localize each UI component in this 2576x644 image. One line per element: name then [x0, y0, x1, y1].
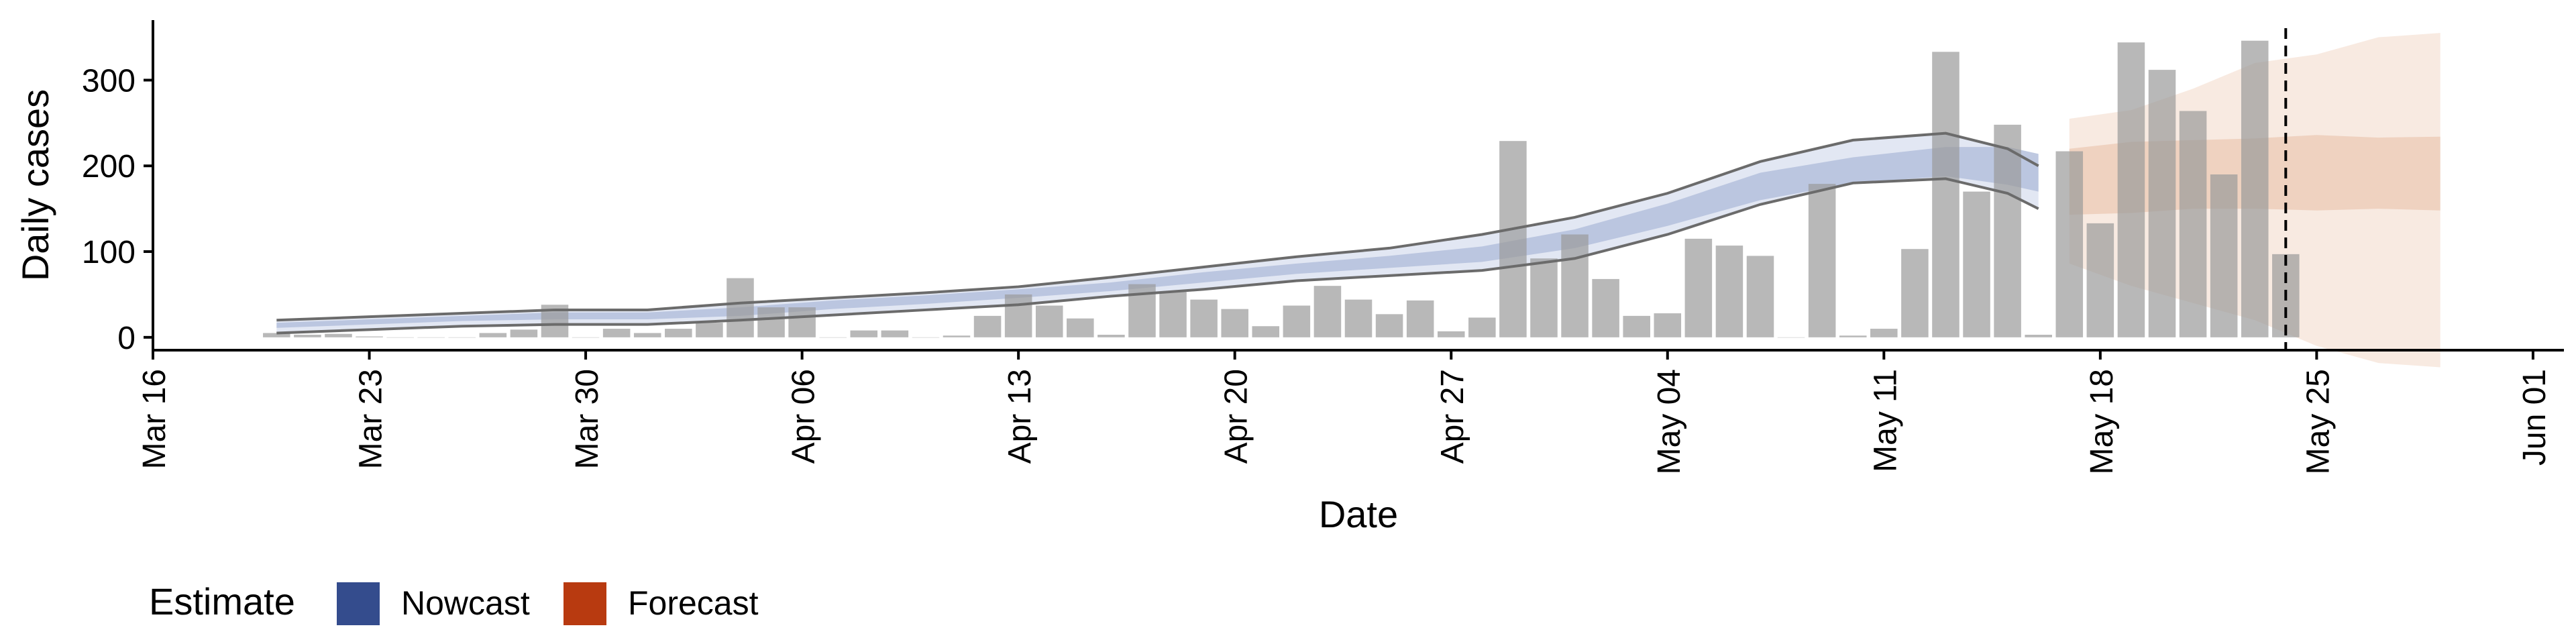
x-axis-title: Date: [1319, 493, 1398, 535]
bar-2020-03-22: [325, 333, 352, 337]
bar-2020-05-08: [1777, 337, 1805, 338]
bar-2020-05-23: [2241, 40, 2269, 337]
legend-swatch-forecast: [564, 582, 606, 625]
bar-2020-05-09: [1808, 184, 1836, 337]
legend-swatch-nowcast: [337, 582, 380, 625]
nowcast-band-50-shape: [276, 147, 2039, 328]
y-axis-title: Daily cases: [14, 89, 56, 281]
x-tick-label: May 04: [1652, 369, 1687, 474]
bar-2020-05-17: [2055, 151, 2084, 337]
bar-2020-04-26: [1406, 300, 1434, 337]
x-tick-label: May 11: [1868, 369, 1903, 472]
bar-2020-04-02: [665, 329, 692, 337]
legend-label-nowcast: Nowcast: [401, 584, 530, 622]
x-tick-label: Apr 06: [786, 369, 822, 464]
bar-2020-05-21: [2179, 111, 2207, 337]
bar-2020-05-22: [2210, 174, 2238, 337]
bar-2020-04-30: [1530, 258, 1558, 337]
bar-2020-03-27: [479, 333, 507, 337]
bar-2020-04-22: [1283, 305, 1311, 337]
bar-2020-04-04: [727, 278, 754, 337]
bar-2020-03-31: [602, 329, 631, 337]
bar-2020-05-01: [1561, 234, 1589, 337]
bar-2020-05-05: [1684, 238, 1713, 337]
bar-2020-04-01: [633, 333, 661, 337]
bar-2020-05-03: [1623, 315, 1650, 337]
bar-2020-05-04: [1654, 313, 1682, 337]
nowcast-band-50: [276, 147, 2039, 328]
bar-2020-05-16: [2025, 334, 2052, 337]
x-axis-ticks: Mar 16 Mar 23 Mar 30 Apr 06 Apr 13 Apr 20 Apr …: [137, 350, 2553, 474]
bar-2020-04-24: [1344, 299, 1373, 337]
bar-2020-04-09: [881, 330, 909, 337]
bar-2020-04-16: [1097, 334, 1125, 337]
bar-2020-05-20: [2148, 70, 2176, 337]
bar-2020-05-07: [1746, 256, 1774, 337]
bar-2020-04-06: [788, 307, 816, 337]
bar-2020-04-08: [850, 330, 878, 337]
bar-2020-04-23: [1313, 286, 1342, 337]
y-tick-label: 200: [82, 149, 136, 184]
bar-2020-05-13: [1932, 52, 1960, 337]
nowcast-upper-line: [276, 131, 2039, 322]
bar-2020-04-28: [1468, 317, 1496, 337]
bar-2020-05-10: [1839, 335, 1867, 337]
x-tick-label: Apr 27: [1435, 369, 1470, 464]
bar-2020-03-26: [448, 337, 476, 338]
bar-2020-03-21: [294, 334, 321, 337]
bar-2020-04-25: [1375, 314, 1403, 337]
x-tick-label: Mar 30: [570, 369, 605, 469]
bar-2020-03-25: [417, 337, 445, 338]
nowcast-lower-line: [276, 177, 2039, 335]
x-tick-label: Mar 23: [354, 369, 389, 469]
bar-2020-05-19: [2117, 42, 2145, 337]
bar-2020-04-07: [819, 337, 847, 338]
x-tick-label: May 25: [2300, 369, 2336, 474]
bar-2020-03-30: [572, 337, 600, 338]
bar-2020-04-12: [973, 315, 1002, 337]
bar-2020-04-10: [912, 337, 940, 338]
bar-2020-04-21: [1252, 326, 1280, 337]
bar-2020-05-02: [1592, 278, 1619, 337]
legend-label-forecast: Forecast: [628, 584, 759, 622]
bar-2020-05-18: [2086, 223, 2114, 337]
y-axis-ticks: 0 100 200 300: [82, 63, 153, 356]
bar-2020-04-11: [943, 335, 971, 337]
bar-2020-04-18: [1159, 292, 1187, 337]
legend: Estimate Nowcast Forecast: [149, 580, 759, 625]
bar-2020-04-05: [757, 307, 785, 337]
bar-2020-04-20: [1221, 309, 1248, 337]
observed-bars: [263, 40, 2300, 338]
x-tick-label: Jun 01: [2517, 369, 2553, 466]
x-tick-label: Apr 13: [1002, 369, 1038, 464]
x-tick-label: May 18: [2084, 369, 2120, 474]
y-tick-label: 0: [117, 321, 136, 356]
legend-title: Estimate: [149, 580, 295, 623]
plot-area: [263, 28, 2440, 368]
bar-2020-04-13: [1004, 294, 1032, 337]
bar-2020-05-06: [1715, 246, 1743, 337]
bar-2020-04-27: [1437, 331, 1465, 337]
bar-2020-05-12: [1901, 249, 1929, 337]
bar-2020-04-29: [1499, 141, 1527, 337]
y-tick-label: 300: [82, 63, 136, 99]
estimate-lines: [276, 131, 2039, 335]
x-tick-label: Mar 16: [137, 369, 172, 469]
bar-2020-05-14: [1963, 191, 1990, 337]
bar-2020-03-24: [386, 337, 414, 338]
bar-2020-03-20: [263, 333, 290, 337]
bar-2020-05-11: [1870, 329, 1898, 337]
bar-2020-04-15: [1067, 318, 1094, 337]
bar-2020-05-15: [1994, 124, 2021, 337]
bar-2020-04-14: [1035, 305, 1063, 337]
bar-2020-03-28: [510, 329, 538, 337]
y-tick-label: 100: [82, 235, 136, 270]
bar-2020-04-03: [696, 323, 723, 337]
bar-2020-04-19: [1190, 299, 1218, 337]
nowcast-band-90-shape: [276, 133, 2039, 333]
nowcast-band-90: [276, 133, 2039, 333]
x-tick-label: Apr 20: [1219, 369, 1254, 464]
